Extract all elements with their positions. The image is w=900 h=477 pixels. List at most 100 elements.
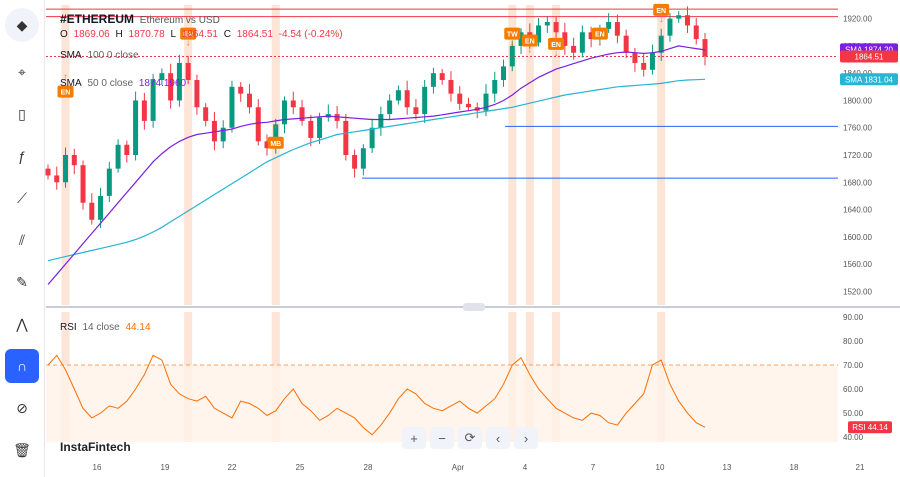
candle-body bbox=[658, 35, 664, 53]
event-badge-arrow: ↓ bbox=[510, 38, 515, 48]
rsi-axis-tick: 70.00 bbox=[843, 361, 864, 370]
price-axis-tick: 1640.00 bbox=[843, 206, 872, 215]
candle-body bbox=[71, 155, 77, 166]
zoom-in-button[interactable]: + bbox=[402, 427, 426, 449]
candle-body bbox=[98, 195, 104, 220]
reset-view-button[interactable]: ⟳ bbox=[458, 427, 482, 449]
indicator-icon[interactable]: ƒ bbox=[18, 148, 26, 164]
candle-body bbox=[387, 100, 393, 115]
candle-body bbox=[290, 100, 296, 108]
rsi-value: 44.14 bbox=[125, 322, 151, 333]
candle-body bbox=[203, 107, 209, 121]
ohlc-legend: O 1869.06 H 1870.78 L 1864.51 C 1864.51 … bbox=[60, 29, 346, 40]
sma50-price-tag-text: SMA 1874.20 bbox=[845, 45, 894, 54]
patterns-icon[interactable]: ⋀ bbox=[16, 315, 28, 332]
candle-body bbox=[308, 120, 314, 138]
brush-icon[interactable]: ✎ bbox=[16, 273, 28, 290]
ethereum-logo[interactable]: ◆ bbox=[5, 8, 39, 42]
close-value: 1864.51 bbox=[236, 29, 273, 40]
event-badge-label: TW bbox=[507, 32, 518, 39]
price-axis-tick: 1680.00 bbox=[843, 178, 872, 187]
rsi-axis-tick: 40.00 bbox=[843, 433, 864, 442]
time-axis-tick: Apr bbox=[452, 463, 465, 472]
rsi-axis-tick: 50.00 bbox=[843, 409, 864, 418]
candle-body bbox=[133, 100, 139, 155]
sma100-line bbox=[47, 78, 706, 262]
symbol-legend: #ETHEREUM Ethereum vs USD bbox=[60, 12, 223, 26]
candles-icon[interactable]: ▯ bbox=[18, 105, 26, 122]
event-badge-box bbox=[521, 34, 538, 47]
event-badge-arrow: ↓ bbox=[186, 38, 191, 48]
last-price-tag-box bbox=[840, 50, 898, 63]
candle-body bbox=[176, 62, 182, 101]
time-axis-tick: 19 bbox=[161, 463, 170, 472]
candle-body bbox=[124, 144, 130, 155]
time-axis-tick: 28 bbox=[364, 463, 373, 472]
event-badge-label: EN bbox=[595, 32, 605, 39]
candle-body bbox=[413, 107, 419, 115]
time-axis-tick: 13 bbox=[723, 463, 732, 472]
time-axis-tick: 18 bbox=[790, 463, 799, 472]
event-badge-arrow: ↑ bbox=[63, 72, 68, 82]
sma50-line bbox=[47, 45, 706, 285]
symbol-description: Ethereum vs USD bbox=[139, 15, 220, 26]
time-axis-tick: 22 bbox=[228, 463, 237, 472]
price-axis-tick: 1600.00 bbox=[843, 233, 872, 242]
price-axis-tick: 1760.00 bbox=[843, 124, 872, 133]
candle-body bbox=[299, 107, 305, 121]
event-highlight-column bbox=[271, 5, 280, 305]
candle-body bbox=[632, 52, 638, 63]
event-badge-arrow: ↓ bbox=[528, 45, 533, 55]
event-highlight-column bbox=[184, 5, 193, 305]
event-badge: EN↓ bbox=[548, 37, 565, 58]
rsi-axis-tick: 80.00 bbox=[843, 337, 864, 346]
candle-body bbox=[509, 45, 515, 67]
event-badge-arrow: ↑ bbox=[274, 123, 279, 133]
zoom-out-button[interactable]: − bbox=[430, 427, 454, 449]
open-value: 1869.06 bbox=[73, 29, 110, 40]
candle-body bbox=[693, 25, 699, 40]
event-badge: EN↓ bbox=[591, 27, 608, 48]
sma50-legend[interactable]: SMA 50 0 close 1874.1960 bbox=[60, 78, 189, 89]
sma50-name: SMA bbox=[60, 78, 82, 89]
sma100-legend[interactable]: SMA 100 0 close bbox=[60, 50, 142, 61]
sma100-price-tag: SMA 1831.04 bbox=[840, 73, 898, 86]
scroll-right-button[interactable]: › bbox=[514, 427, 538, 449]
low-value: 1864.51 bbox=[181, 29, 218, 40]
price-axis-tick: 1720.00 bbox=[843, 151, 872, 160]
time-axis-tick: 10 bbox=[656, 463, 665, 472]
rsi-params: 14 close bbox=[82, 322, 120, 333]
high-label: H bbox=[115, 29, 123, 40]
candle-body bbox=[334, 114, 340, 121]
high-value: 1870.78 bbox=[128, 29, 165, 40]
candle-body bbox=[422, 86, 428, 115]
candle-body bbox=[536, 25, 542, 43]
measure-icon[interactable]: ⫽ bbox=[18, 231, 26, 248]
time-axis-tick: 21 bbox=[856, 463, 865, 472]
event-badge-arrow: ↓ bbox=[598, 38, 603, 48]
candle-body bbox=[264, 141, 270, 149]
candle-body bbox=[317, 117, 323, 138]
candle-body bbox=[579, 32, 585, 53]
candle-body bbox=[571, 45, 577, 53]
cursor-icon[interactable]: ⌖ bbox=[18, 63, 26, 80]
candle-body bbox=[343, 120, 349, 155]
drawing-icon[interactable]: ⟋ bbox=[17, 189, 27, 206]
magnet-icon[interactable]: ∩ bbox=[5, 349, 39, 383]
trash-icon[interactable]: 🗑 bbox=[13, 441, 31, 458]
price-axis-tick: 1800.00 bbox=[843, 96, 872, 105]
rsi-axis-tick: 60.00 bbox=[843, 385, 864, 394]
change-value: -4.54 (-0.24%) bbox=[278, 29, 343, 40]
sma50-value: 1874.1960 bbox=[138, 78, 187, 89]
candle-body bbox=[378, 114, 384, 128]
rsi-legend[interactable]: RSI 14 close 44.14 bbox=[60, 322, 154, 333]
event-badge: EN ↑ bbox=[57, 72, 74, 98]
scroll-left-button[interactable]: ‹ bbox=[486, 427, 510, 449]
rsi-value-tag-box bbox=[848, 421, 892, 434]
candle-body bbox=[255, 107, 261, 142]
eye-off-icon[interactable]: ⊘ bbox=[16, 399, 28, 416]
time-axis-tick: 25 bbox=[296, 463, 305, 472]
sma50-params: 50 0 close bbox=[87, 78, 134, 89]
